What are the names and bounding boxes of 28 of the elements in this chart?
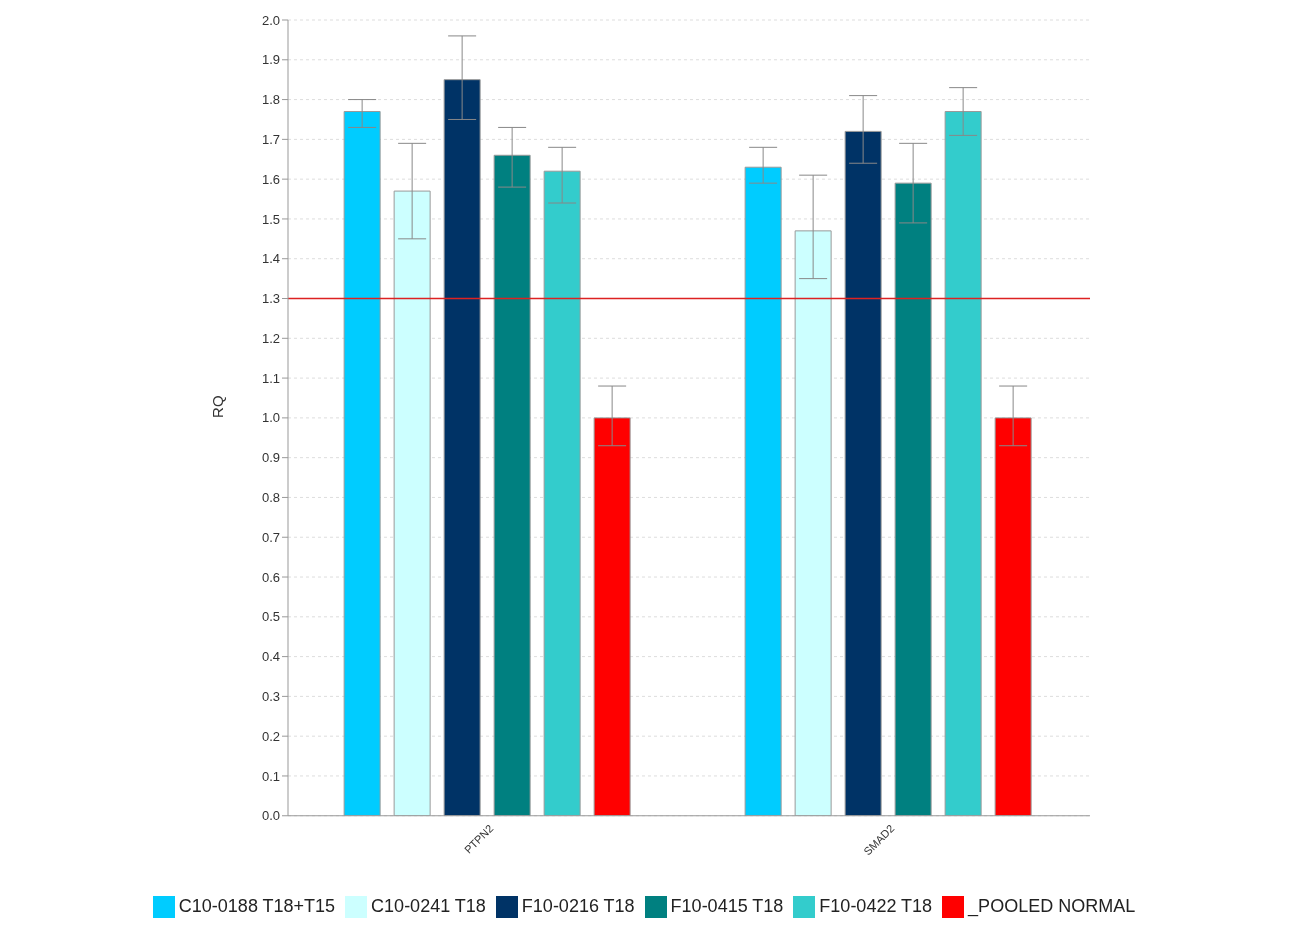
y-tick-label: 0.9 bbox=[261, 450, 280, 466]
y-tick-label: 1.0 bbox=[261, 410, 280, 426]
legend-label: F10-0415 T18 bbox=[670, 895, 784, 916]
y-tick-label: 1.5 bbox=[261, 211, 280, 227]
legend-label: _POOLED NORMAL bbox=[968, 895, 1136, 916]
y-tick-label: 1.1 bbox=[261, 370, 280, 386]
legend-label: F10-0422 T18 bbox=[819, 895, 933, 916]
y-tick-label: 1.4 bbox=[261, 251, 280, 267]
y-tick-label: 0.5 bbox=[261, 609, 280, 625]
y-tick-label: 0.4 bbox=[261, 649, 280, 665]
y-tick-label: 1.9 bbox=[261, 52, 280, 68]
y-tick-label: 0.3 bbox=[261, 689, 280, 704]
y-axis-title: RQ bbox=[209, 395, 227, 418]
y-tick-label: 1.2 bbox=[261, 330, 280, 346]
y-tick-label: 0.2 bbox=[261, 728, 280, 744]
y-tick-label: 0.7 bbox=[261, 529, 280, 545]
y-tick-label: 1.7 bbox=[261, 131, 280, 147]
y-tick-label: 1.3 bbox=[261, 291, 280, 307]
y-tick-label: 1.6 bbox=[261, 171, 280, 187]
y-tick-label: 0.8 bbox=[261, 490, 280, 506]
y-tick-label: 0.1 bbox=[261, 768, 280, 784]
y-tick-label: 0.6 bbox=[261, 569, 280, 585]
legend-label: C10-0241 T18 bbox=[371, 895, 486, 916]
legend-label: F10-0216 T18 bbox=[521, 895, 635, 916]
y-tick-label: 2.0 bbox=[261, 12, 280, 28]
legend-label: C10-0188 T18+T15 bbox=[178, 895, 336, 916]
y-tick-label: 1.8 bbox=[261, 92, 280, 108]
y-tick-label: 0.0 bbox=[261, 808, 280, 824]
